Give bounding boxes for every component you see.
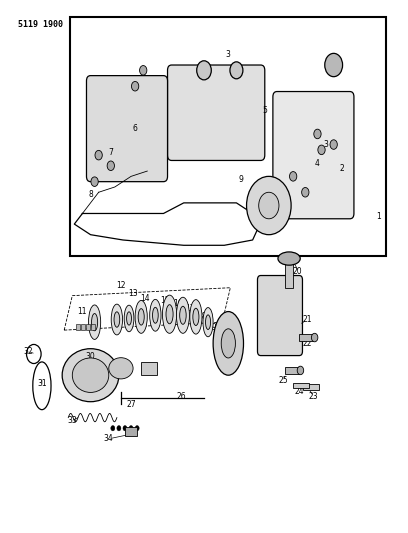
- Ellipse shape: [221, 329, 235, 358]
- Circle shape: [330, 140, 337, 149]
- Ellipse shape: [193, 308, 199, 326]
- FancyBboxPatch shape: [168, 65, 265, 160]
- Bar: [81, 324, 85, 330]
- Circle shape: [297, 366, 304, 375]
- Ellipse shape: [62, 349, 119, 402]
- Text: 24: 24: [295, 386, 304, 395]
- Bar: [70, 17, 386, 256]
- Text: 4: 4: [315, 159, 320, 167]
- Text: 18: 18: [197, 312, 207, 321]
- Text: 20: 20: [293, 268, 302, 276]
- Circle shape: [117, 425, 121, 431]
- Ellipse shape: [176, 297, 189, 333]
- Ellipse shape: [111, 304, 122, 335]
- Text: 11: 11: [78, 307, 87, 316]
- Text: 17: 17: [185, 304, 195, 313]
- Bar: [285, 367, 299, 374]
- Circle shape: [259, 192, 279, 219]
- Circle shape: [290, 172, 297, 181]
- Ellipse shape: [180, 306, 186, 324]
- Text: 3: 3: [323, 140, 328, 149]
- Circle shape: [318, 145, 325, 155]
- Text: 32: 32: [23, 347, 33, 356]
- Text: 22: 22: [303, 339, 312, 348]
- Ellipse shape: [190, 300, 202, 334]
- Ellipse shape: [166, 305, 173, 324]
- Ellipse shape: [135, 301, 147, 333]
- Circle shape: [325, 53, 343, 77]
- Ellipse shape: [89, 305, 101, 340]
- Text: 13: 13: [128, 288, 138, 297]
- Ellipse shape: [278, 252, 300, 265]
- Text: 16: 16: [173, 299, 182, 308]
- Text: 7: 7: [109, 148, 113, 157]
- Text: 1: 1: [376, 212, 381, 221]
- Text: 2: 2: [339, 164, 344, 173]
- Circle shape: [302, 188, 309, 197]
- Bar: [293, 383, 309, 389]
- Text: 6: 6: [133, 124, 137, 133]
- Text: 31: 31: [37, 378, 47, 387]
- Ellipse shape: [109, 358, 133, 379]
- Bar: [76, 324, 80, 330]
- Text: 34: 34: [104, 434, 114, 443]
- Bar: [285, 259, 293, 288]
- FancyBboxPatch shape: [257, 276, 302, 356]
- Ellipse shape: [153, 308, 158, 323]
- Circle shape: [197, 61, 211, 80]
- Circle shape: [135, 425, 139, 431]
- Circle shape: [129, 425, 133, 431]
- Circle shape: [140, 66, 147, 75]
- Text: 26: 26: [177, 392, 186, 401]
- Text: 25: 25: [278, 376, 288, 385]
- Text: 33: 33: [67, 416, 77, 425]
- Ellipse shape: [138, 309, 144, 325]
- Circle shape: [246, 176, 291, 235]
- Text: 5: 5: [262, 106, 267, 115]
- Text: 8: 8: [88, 190, 93, 199]
- Circle shape: [95, 150, 102, 160]
- Ellipse shape: [206, 315, 211, 329]
- Bar: [91, 324, 95, 330]
- Circle shape: [230, 62, 243, 79]
- Ellipse shape: [213, 312, 244, 375]
- Text: 5119 1900: 5119 1900: [18, 20, 62, 29]
- FancyBboxPatch shape: [273, 92, 354, 219]
- Text: 15: 15: [161, 296, 170, 305]
- Bar: [299, 334, 313, 341]
- Bar: [86, 324, 90, 330]
- Ellipse shape: [203, 308, 213, 337]
- Text: 3: 3: [226, 50, 231, 59]
- Text: 19: 19: [207, 323, 217, 332]
- Text: 27: 27: [126, 400, 136, 409]
- Ellipse shape: [124, 305, 134, 332]
- Text: 23: 23: [308, 392, 318, 401]
- Text: 28: 28: [142, 366, 152, 374]
- Text: 21: 21: [303, 315, 312, 324]
- Ellipse shape: [162, 295, 177, 333]
- Bar: [125, 426, 137, 436]
- FancyBboxPatch shape: [86, 76, 168, 182]
- Bar: [303, 384, 319, 390]
- Ellipse shape: [126, 312, 131, 325]
- Circle shape: [91, 177, 98, 187]
- Circle shape: [311, 333, 318, 342]
- Circle shape: [111, 425, 115, 431]
- Circle shape: [131, 82, 139, 91]
- Text: 12: 12: [116, 280, 126, 289]
- Circle shape: [123, 425, 127, 431]
- Ellipse shape: [91, 313, 98, 331]
- Ellipse shape: [150, 300, 161, 331]
- Text: 10: 10: [252, 217, 262, 226]
- Ellipse shape: [114, 312, 120, 327]
- Bar: [141, 362, 157, 375]
- Text: 30: 30: [86, 352, 95, 361]
- Ellipse shape: [72, 358, 109, 392]
- Text: 9: 9: [238, 174, 243, 183]
- Text: 14: 14: [140, 294, 150, 303]
- Circle shape: [107, 161, 115, 171]
- Text: 29: 29: [118, 363, 128, 372]
- Circle shape: [314, 129, 321, 139]
